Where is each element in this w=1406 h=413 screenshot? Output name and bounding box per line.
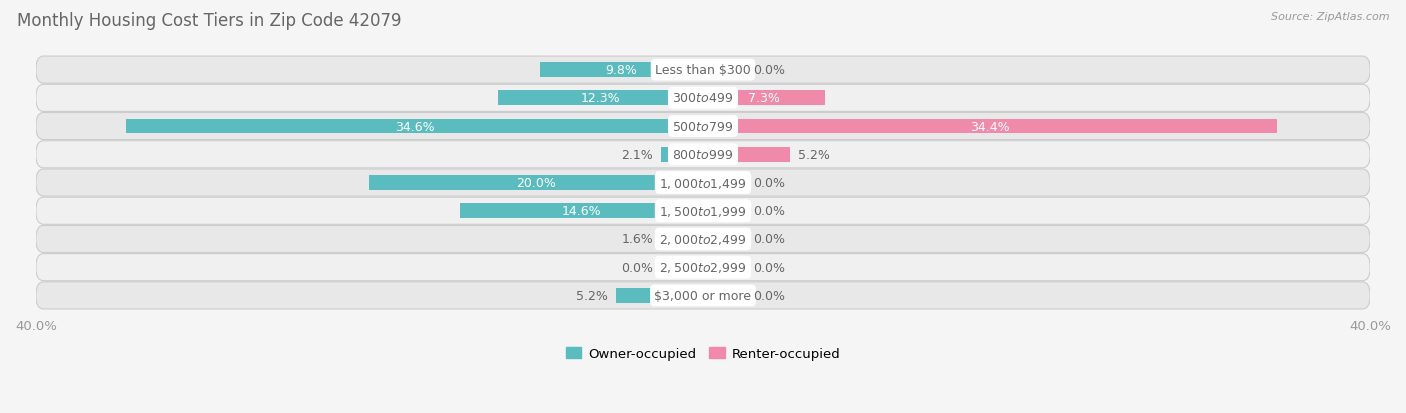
FancyBboxPatch shape <box>37 282 1369 309</box>
Text: $300 to $499: $300 to $499 <box>672 92 734 105</box>
Text: $2,000 to $2,499: $2,000 to $2,499 <box>659 233 747 247</box>
FancyBboxPatch shape <box>37 170 1369 197</box>
Text: 1.6%: 1.6% <box>621 233 652 246</box>
FancyBboxPatch shape <box>37 141 1369 169</box>
Text: Monthly Housing Cost Tiers in Zip Code 42079: Monthly Housing Cost Tiers in Zip Code 4… <box>17 12 401 30</box>
Text: 14.6%: 14.6% <box>561 205 602 218</box>
Text: $1,500 to $1,999: $1,500 to $1,999 <box>659 204 747 218</box>
Text: 12.3%: 12.3% <box>581 92 620 105</box>
Bar <box>661 147 703 162</box>
Bar <box>703 176 745 190</box>
Bar <box>703 260 745 275</box>
Bar <box>703 91 825 106</box>
Text: 0.0%: 0.0% <box>754 289 785 302</box>
Bar <box>703 232 745 247</box>
Text: 9.8%: 9.8% <box>606 64 637 77</box>
Text: 5.2%: 5.2% <box>799 148 830 161</box>
Text: $1,000 to $1,499: $1,000 to $1,499 <box>659 176 747 190</box>
Text: 20.0%: 20.0% <box>516 177 557 190</box>
Text: 34.6%: 34.6% <box>395 120 434 133</box>
Text: $3,000 or more: $3,000 or more <box>655 289 751 302</box>
Bar <box>540 63 703 78</box>
Text: 7.3%: 7.3% <box>748 92 780 105</box>
Bar <box>703 119 1277 134</box>
Bar <box>703 204 745 218</box>
Bar <box>370 176 703 190</box>
Bar <box>703 288 745 303</box>
Bar <box>661 232 703 247</box>
Bar <box>460 204 703 218</box>
FancyBboxPatch shape <box>37 57 1369 84</box>
Bar <box>127 119 703 134</box>
FancyBboxPatch shape <box>37 226 1369 253</box>
Text: 0.0%: 0.0% <box>754 233 785 246</box>
Text: 2.1%: 2.1% <box>621 148 652 161</box>
FancyBboxPatch shape <box>37 113 1369 140</box>
Text: 0.0%: 0.0% <box>754 261 785 274</box>
Bar <box>703 147 790 162</box>
Bar <box>661 260 703 275</box>
Legend: Owner-occupied, Renter-occupied: Owner-occupied, Renter-occupied <box>560 342 846 365</box>
FancyBboxPatch shape <box>37 198 1369 225</box>
Text: $800 to $999: $800 to $999 <box>672 148 734 161</box>
Bar <box>703 63 745 78</box>
Text: 34.4%: 34.4% <box>970 120 1010 133</box>
Text: 0.0%: 0.0% <box>754 64 785 77</box>
FancyBboxPatch shape <box>37 85 1369 112</box>
Bar <box>498 91 703 106</box>
Text: 5.2%: 5.2% <box>576 289 607 302</box>
Text: 0.0%: 0.0% <box>621 261 652 274</box>
Text: 0.0%: 0.0% <box>754 177 785 190</box>
Text: $500 to $799: $500 to $799 <box>672 120 734 133</box>
Text: $2,500 to $2,999: $2,500 to $2,999 <box>659 261 747 275</box>
Text: Less than $300: Less than $300 <box>655 64 751 77</box>
Bar <box>616 288 703 303</box>
FancyBboxPatch shape <box>37 254 1369 281</box>
Text: Source: ZipAtlas.com: Source: ZipAtlas.com <box>1271 12 1389 22</box>
Text: 0.0%: 0.0% <box>754 205 785 218</box>
